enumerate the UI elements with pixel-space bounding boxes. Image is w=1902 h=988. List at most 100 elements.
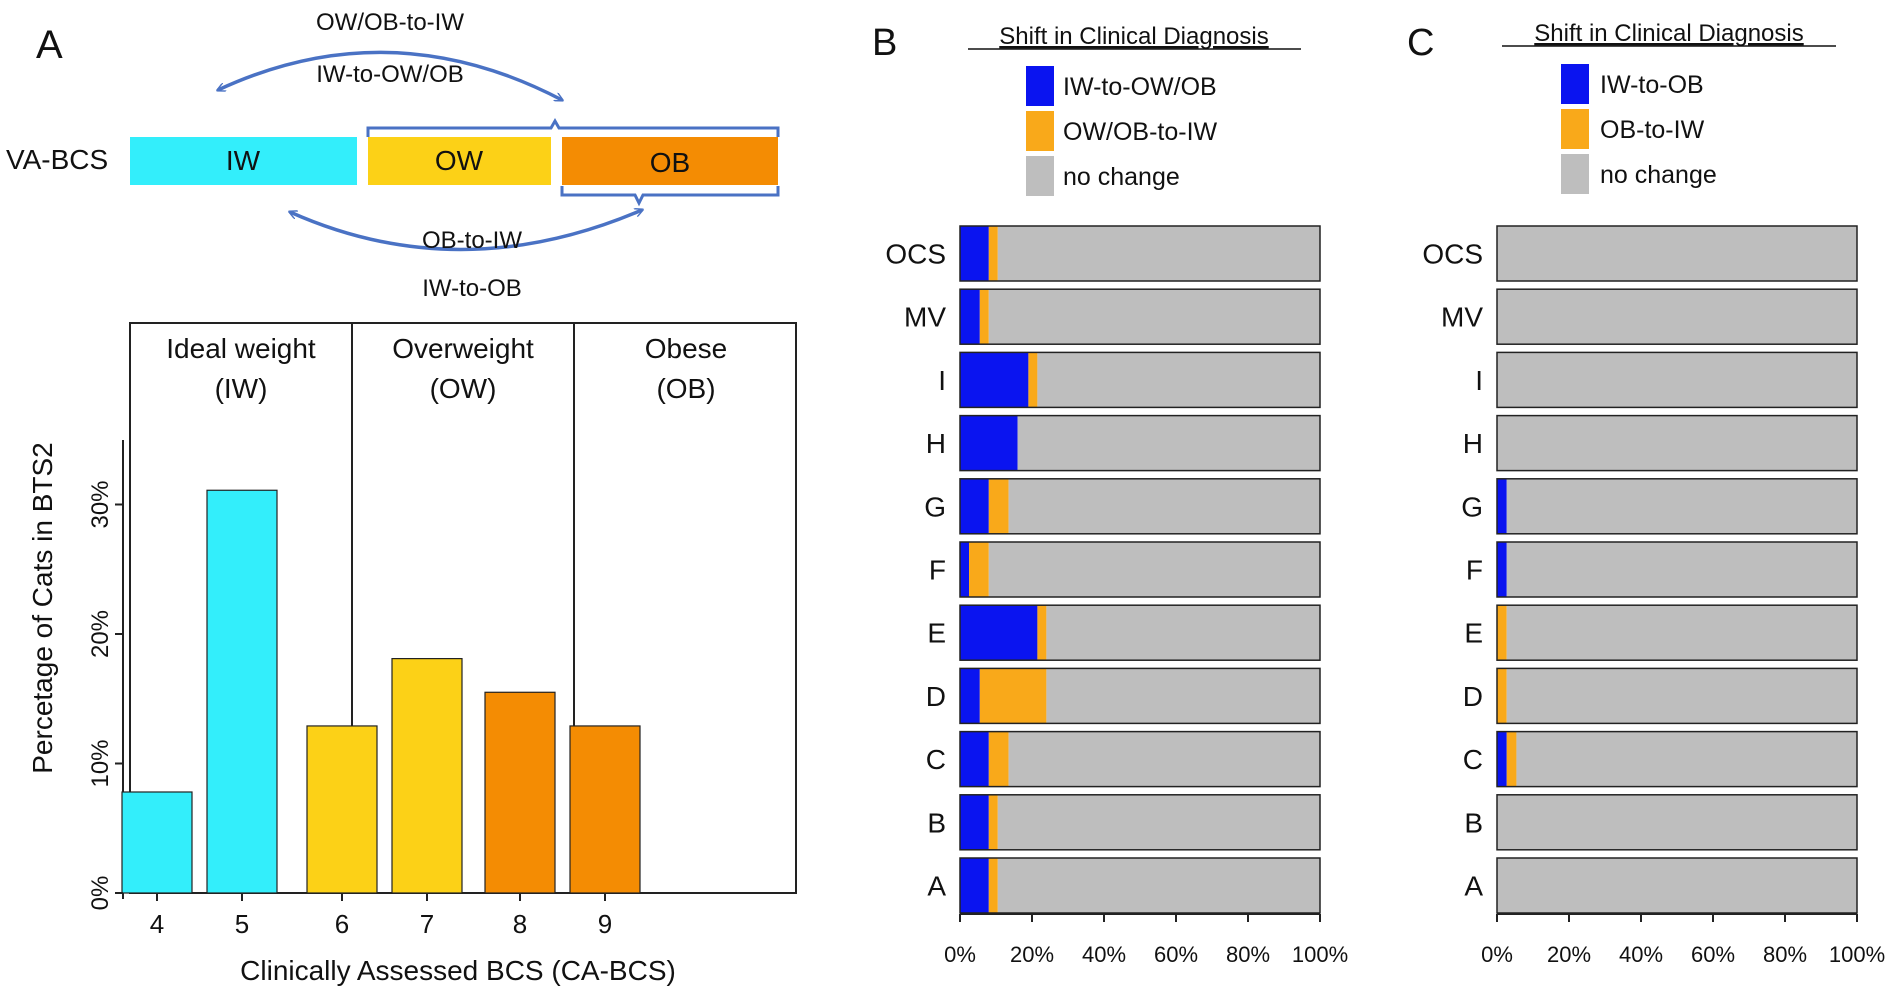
y-tick-label-0: 0% [87,876,114,911]
chart-b-legend: IW-to-OW/OB OW/OB-to-IW no change [1026,66,1218,196]
category-label-c: C [1463,744,1483,775]
bar-c-no-change [1516,731,1857,787]
legend-swatch-ob-to-iw [1561,109,1589,149]
group-sublabel-iw: (IW) [215,373,268,404]
group-label-ob: Obese [645,333,728,364]
group-sublabel-ow: (OW) [430,373,497,404]
x-tick-label-0: 0% [944,942,976,967]
bar-outline-h [959,414,1321,472]
legend-label-no-change: no change [1600,161,1717,189]
bar-g-no-change [1506,478,1857,534]
bar-ocs-no-change [1497,226,1857,281]
bar-e-no-change [1506,605,1857,661]
arrow-label-ob-to-iw: OB-to-IW [422,227,522,254]
bar-g-iw-to-ow-ob [960,478,989,534]
x-tick-label-5: 5 [235,909,249,939]
chart-b-legend-title: Shift in Clinical Diagnosis [999,23,1268,50]
bar-b-no-change [1497,794,1857,850]
scale-segment-ow [368,137,551,185]
bar-d-iw-to-ow-ob [960,668,980,724]
category-label-e: E [927,618,946,649]
bar-i-iw-to-ow-ob [960,352,1029,408]
bar-c-iw-to-ob [1497,731,1507,787]
group-label-iw: Ideal weight [166,333,316,364]
bar-f-no-change [1506,542,1857,597]
bar-c-iw-to-ow-ob [960,731,989,787]
bar-f-iw-to-ob [1497,542,1507,597]
category-label-ocs: OCS [1422,239,1483,270]
bar-outline-ocs [1496,225,1858,282]
scale-label-ob: OB [650,147,690,178]
x-tick-label-6: 6 [335,909,349,939]
bar-bcs-7 [391,658,463,894]
bar-a-ow-ob-to-iw [988,858,998,913]
arrow-label-iw-to-ob: IW-to-OB [422,275,522,302]
panel-a: A OW/OB-to-IW IW-to-OW/OB VA-BCS IW OW O… [6,9,797,986]
legend-swatch-iw-to-ob [1561,64,1589,104]
panel-c: C Shift in Clinical Diagnosis IW-to-OB OB… [1407,20,1885,967]
bar-bcs-4 [121,791,193,894]
legend-label-no-change: no change [1063,163,1180,191]
x-tick-label-4: 4 [150,909,164,939]
scale-segment-iw [130,137,357,185]
bar-ocs-iw-to-ow-ob [960,226,989,281]
chart-a-y-label: Percetage of Cats in BTS2 [27,442,58,774]
chart-c-category-labels: OCS MV I H G F E D C B A [1422,239,1483,902]
bar-outline-d [959,667,1321,725]
bar-e-ow-ob-to-iw [1037,605,1047,661]
bar-b-no-change [997,794,1320,850]
bar-e-iw-to-ow-ob [960,605,1038,661]
legend-label-iw-to-ow-ob: IW-to-OW/OB [1063,73,1217,101]
chart-b-x-ticks: 0% 20% 40% 60% 80% 100% [944,914,1348,967]
bar-outline-b [1496,794,1858,851]
x-tick-label-100: 100% [1292,942,1348,967]
bottom-brace [560,186,780,207]
x-tick-label-60: 60% [1154,942,1198,967]
category-label-i: I [938,365,946,396]
bar-outline-g [959,478,1321,535]
scale-label-ow: OW [435,145,484,176]
x-tick-label-40: 40% [1619,942,1663,967]
scale-segment-ob [562,137,778,185]
bar-i-no-change [1037,352,1320,408]
category-label-c: C [926,744,946,775]
bar-g-ow-ob-to-iw [988,478,1009,534]
bar-g-no-change [1008,478,1320,534]
chart-a-x-label: Clinically Assessed BCS (CA-BCS) [240,955,676,986]
top-swap-arrow [218,50,562,100]
top-brace [366,117,780,137]
chart-b-category-labels: OCS MV I H G F E D C B A [885,239,946,902]
category-label-g: G [924,491,946,522]
panel-b: B Shift in Clinical Diagnosis IW-to-OW/O… [872,22,1348,967]
bar-b-iw-to-ow-ob [960,794,989,850]
bar-outline-d [1496,667,1858,725]
bar-a-no-change [1497,858,1857,913]
bar-h-no-change [1497,415,1857,471]
y-tick-label-20: 20% [87,610,114,658]
bar-g-iw-to-ob [1497,478,1507,534]
category-label-d: D [1463,681,1483,712]
bar-bcs-9 [569,725,641,894]
group-sublabel-ob: (OB) [656,373,715,404]
scale-label-iw: IW [226,145,261,176]
category-label-b: B [927,807,946,838]
bar-outline-e [1496,604,1858,661]
bar-mv-iw-to-ow-ob [960,289,980,345]
category-label-f: F [1466,555,1483,586]
chart-c-x-ticks: 0% 20% 40% 60% 80% 100% [1481,914,1885,967]
legend-swatch-no-change [1026,156,1054,196]
x-tick-label-0: 0% [1481,942,1513,967]
bar-outline-f [959,541,1321,598]
x-tick-label-8: 8 [513,909,527,939]
y-tick-label-30: 30% [87,480,114,528]
bar-mv-no-change [988,289,1320,345]
bar-outline-c [1496,730,1858,788]
bar-outline-f [1496,541,1858,598]
category-label-b: B [1464,807,1483,838]
bottom-swap-arrow [290,210,642,252]
bar-outline-mv [1496,288,1858,345]
arrow-label-iw-to-ow-ob: IW-to-OW/OB [316,61,464,88]
chart-a-bars [121,489,641,894]
bar-c-no-change [1008,731,1320,787]
bar-c-ob-to-iw [1506,731,1517,787]
